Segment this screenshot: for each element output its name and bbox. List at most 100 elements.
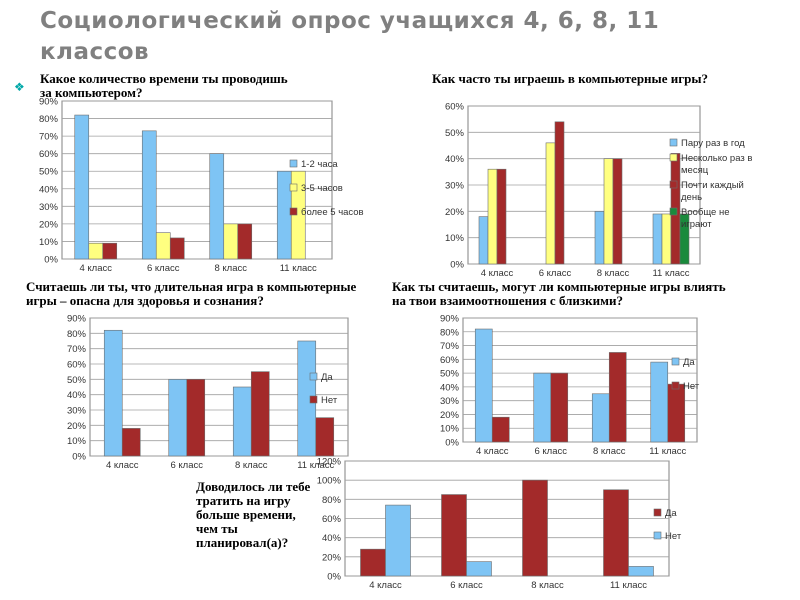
bar [223, 223, 239, 260]
bar [276, 170, 292, 260]
bar [603, 158, 614, 265]
bullet-icon: ❖ [14, 80, 25, 94]
y-tick-label: 80% [67, 329, 87, 340]
bar [650, 361, 669, 443]
y-tick-label: 30% [67, 406, 87, 417]
bar [155, 232, 171, 260]
x-tick-label: 8 класс [593, 446, 626, 455]
bar [603, 489, 629, 577]
x-tick-label: 11 класс [610, 580, 647, 591]
bar [237, 223, 253, 260]
question-2-text: Как часто ты играешь в компьютерные игры… [432, 71, 708, 86]
legend-label: Нет [665, 531, 682, 542]
page-title: Социологический опрос учащихся 4, 6, 8, … [40, 8, 660, 65]
legend-label: Пару раз в год [681, 138, 745, 149]
y-tick-label: 90% [39, 97, 59, 108]
y-tick-label: 40% [445, 154, 465, 165]
x-tick-label: 4 класс [369, 580, 402, 591]
legend-label: Да [321, 372, 333, 383]
bar [591, 393, 610, 443]
y-tick-label: 50% [440, 369, 460, 380]
y-tick-label: 20% [445, 207, 465, 218]
x-tick-label: 6 класс [450, 580, 483, 591]
y-tick-label: 70% [67, 344, 87, 355]
y-tick-label: 40% [322, 533, 342, 544]
y-tick-label: 10% [445, 233, 465, 244]
bar [169, 237, 185, 260]
x-tick-label: 8 класс [531, 580, 564, 591]
y-tick-label: 70% [39, 132, 59, 143]
legend-label: Почти каждый день [681, 180, 744, 203]
legend-swatch [289, 159, 298, 168]
y-tick-label: 20% [39, 219, 59, 230]
x-tick-label: 11 класс [649, 446, 686, 455]
chart-gaming-frequency: 0% 10% 20% 30% 40% 50% 60% 4 класс 6 класс 8 клас… [445, 102, 752, 280]
legend-swatch [653, 508, 662, 517]
bar [121, 428, 141, 457]
y-tick-label: 80% [39, 114, 59, 125]
chart-relationships: 0% 10% 20% 30% 40% 50% 60% 70% 80% 90% 4 класс 6 кл… [440, 314, 700, 456]
bar [141, 130, 157, 260]
y-tick-label: 70% [440, 341, 460, 352]
y-tick-label: 30% [445, 181, 465, 192]
y-tick-label: 20% [67, 421, 87, 432]
legend-swatch [669, 207, 678, 216]
question-1-text: Какое количество времени ты проводишь за… [40, 71, 288, 100]
y-tick-label: 0% [445, 438, 459, 449]
bar [533, 372, 552, 443]
x-tick-label: 11 класс [280, 263, 317, 273]
x-tick-label: 6 класс [170, 460, 203, 470]
bar [232, 386, 252, 457]
bar [474, 328, 493, 443]
legend-swatch [653, 531, 662, 540]
bar [554, 121, 565, 265]
y-tick-label: 40% [440, 382, 460, 393]
y-tick-label: 50% [39, 167, 59, 178]
legend-swatch [669, 153, 678, 162]
bar [478, 216, 489, 265]
x-tick-label: 11 класс [297, 460, 334, 470]
x-tick-label: 4 класс [476, 446, 509, 455]
bar [103, 329, 123, 457]
legend-label: 3-5 часов [301, 183, 343, 194]
bar [496, 168, 507, 265]
bar [466, 561, 492, 577]
legend-swatch [309, 372, 318, 381]
y-tick-label: 60% [39, 149, 59, 160]
chart-more-time-than-planned: 0% 20% 40% 60% 80% 100% 120% 4 класс 6 класс 8 кл… [317, 457, 682, 592]
legend-swatch [671, 381, 680, 390]
chart-danger-to-health: 0% 10% 20% 30% 40% 50% 60% 70% 80% 90% 4 класс 6 кл… [67, 314, 349, 470]
bar [652, 213, 663, 265]
bar [168, 379, 188, 457]
bar [186, 379, 206, 457]
y-tick-label: 80% [322, 495, 342, 506]
legend-label: более 5 часов [301, 207, 364, 218]
y-tick-label: 80% [440, 327, 460, 338]
y-tick-label: 0% [450, 260, 464, 271]
bar [102, 242, 118, 260]
bar [360, 548, 386, 577]
y-tick-label: 100% [317, 476, 342, 487]
y-tick-label: 30% [440, 396, 460, 407]
legend-label: Нет [321, 395, 338, 406]
x-tick-label: 8 класс [597, 268, 630, 279]
y-tick-label: 60% [440, 355, 460, 366]
y-tick-label: 10% [440, 424, 460, 435]
x-tick-label: 8 класс [214, 263, 247, 273]
x-tick-label: 8 класс [235, 460, 268, 470]
y-tick-label: 10% [39, 237, 59, 248]
legend-swatch [309, 395, 318, 404]
y-tick-label: 50% [67, 375, 87, 386]
x-tick-label: 4 класс [481, 268, 514, 279]
y-tick-label: 0% [44, 255, 58, 266]
y-tick-label: 40% [67, 390, 87, 401]
bar [487, 168, 498, 265]
bar [441, 494, 467, 577]
bar [385, 504, 411, 577]
legend-label: 1-2 часа [301, 159, 338, 170]
legend-label: Несколько раз в месяц [681, 153, 752, 176]
legend-swatch [671, 357, 680, 366]
y-tick-label: 60% [322, 514, 342, 525]
bar [667, 383, 686, 443]
bar [550, 372, 569, 443]
